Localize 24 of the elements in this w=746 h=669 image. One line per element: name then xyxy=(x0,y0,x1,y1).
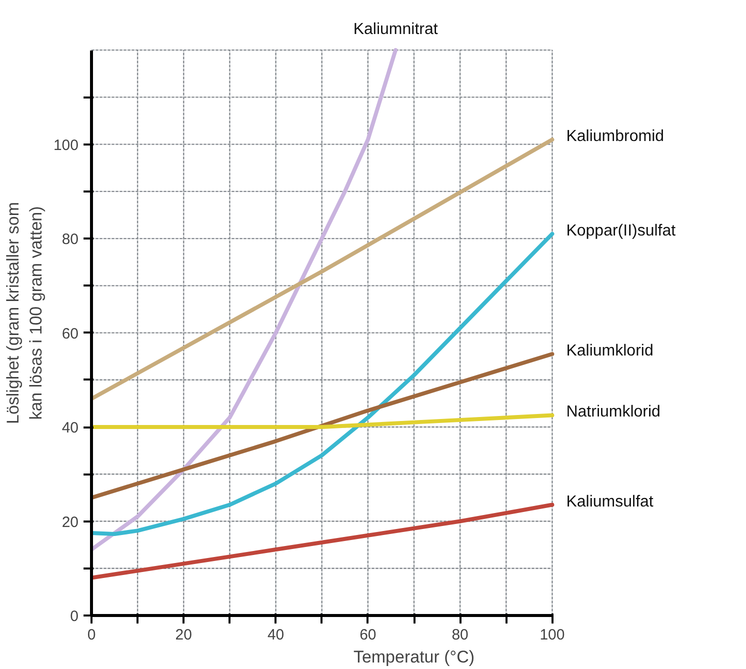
x-tick-label: 40 xyxy=(267,626,284,644)
x-tick-label: 80 xyxy=(452,626,468,644)
line-series xyxy=(92,352,554,500)
line-series xyxy=(92,48,398,552)
series-label: Kaliumsulfat xyxy=(566,493,654,510)
x-axis-title: Temperatur (°C) xyxy=(353,648,475,666)
y-tick-label: 40 xyxy=(62,420,79,437)
y-axis-title: Löslighet (gram kristaller som kan lösas i 100 gram vatten) xyxy=(4,202,46,424)
line-series xyxy=(92,502,554,580)
x-tick-label: 0 xyxy=(87,626,96,644)
series-label: Natriumklorid xyxy=(566,404,660,421)
line-series xyxy=(92,232,554,536)
y-tick-label: 100 xyxy=(53,136,79,154)
y-tick-label: 80 xyxy=(62,231,79,248)
series-label: Kaliumnitrat xyxy=(353,21,438,38)
x-tick-label: 100 xyxy=(540,626,565,644)
y-tick-label: 20 xyxy=(62,514,79,531)
series-label: Koppar(II)sulfat xyxy=(566,222,676,240)
x-tick-label: 20 xyxy=(175,626,192,644)
y-tick-label: 0 xyxy=(70,608,78,625)
y-tick-label: 60 xyxy=(62,325,79,342)
x-tick-label: 60 xyxy=(360,626,376,644)
series-label: Kaliumklorid xyxy=(566,342,654,360)
series-label: Kaliumbromid xyxy=(566,128,664,146)
